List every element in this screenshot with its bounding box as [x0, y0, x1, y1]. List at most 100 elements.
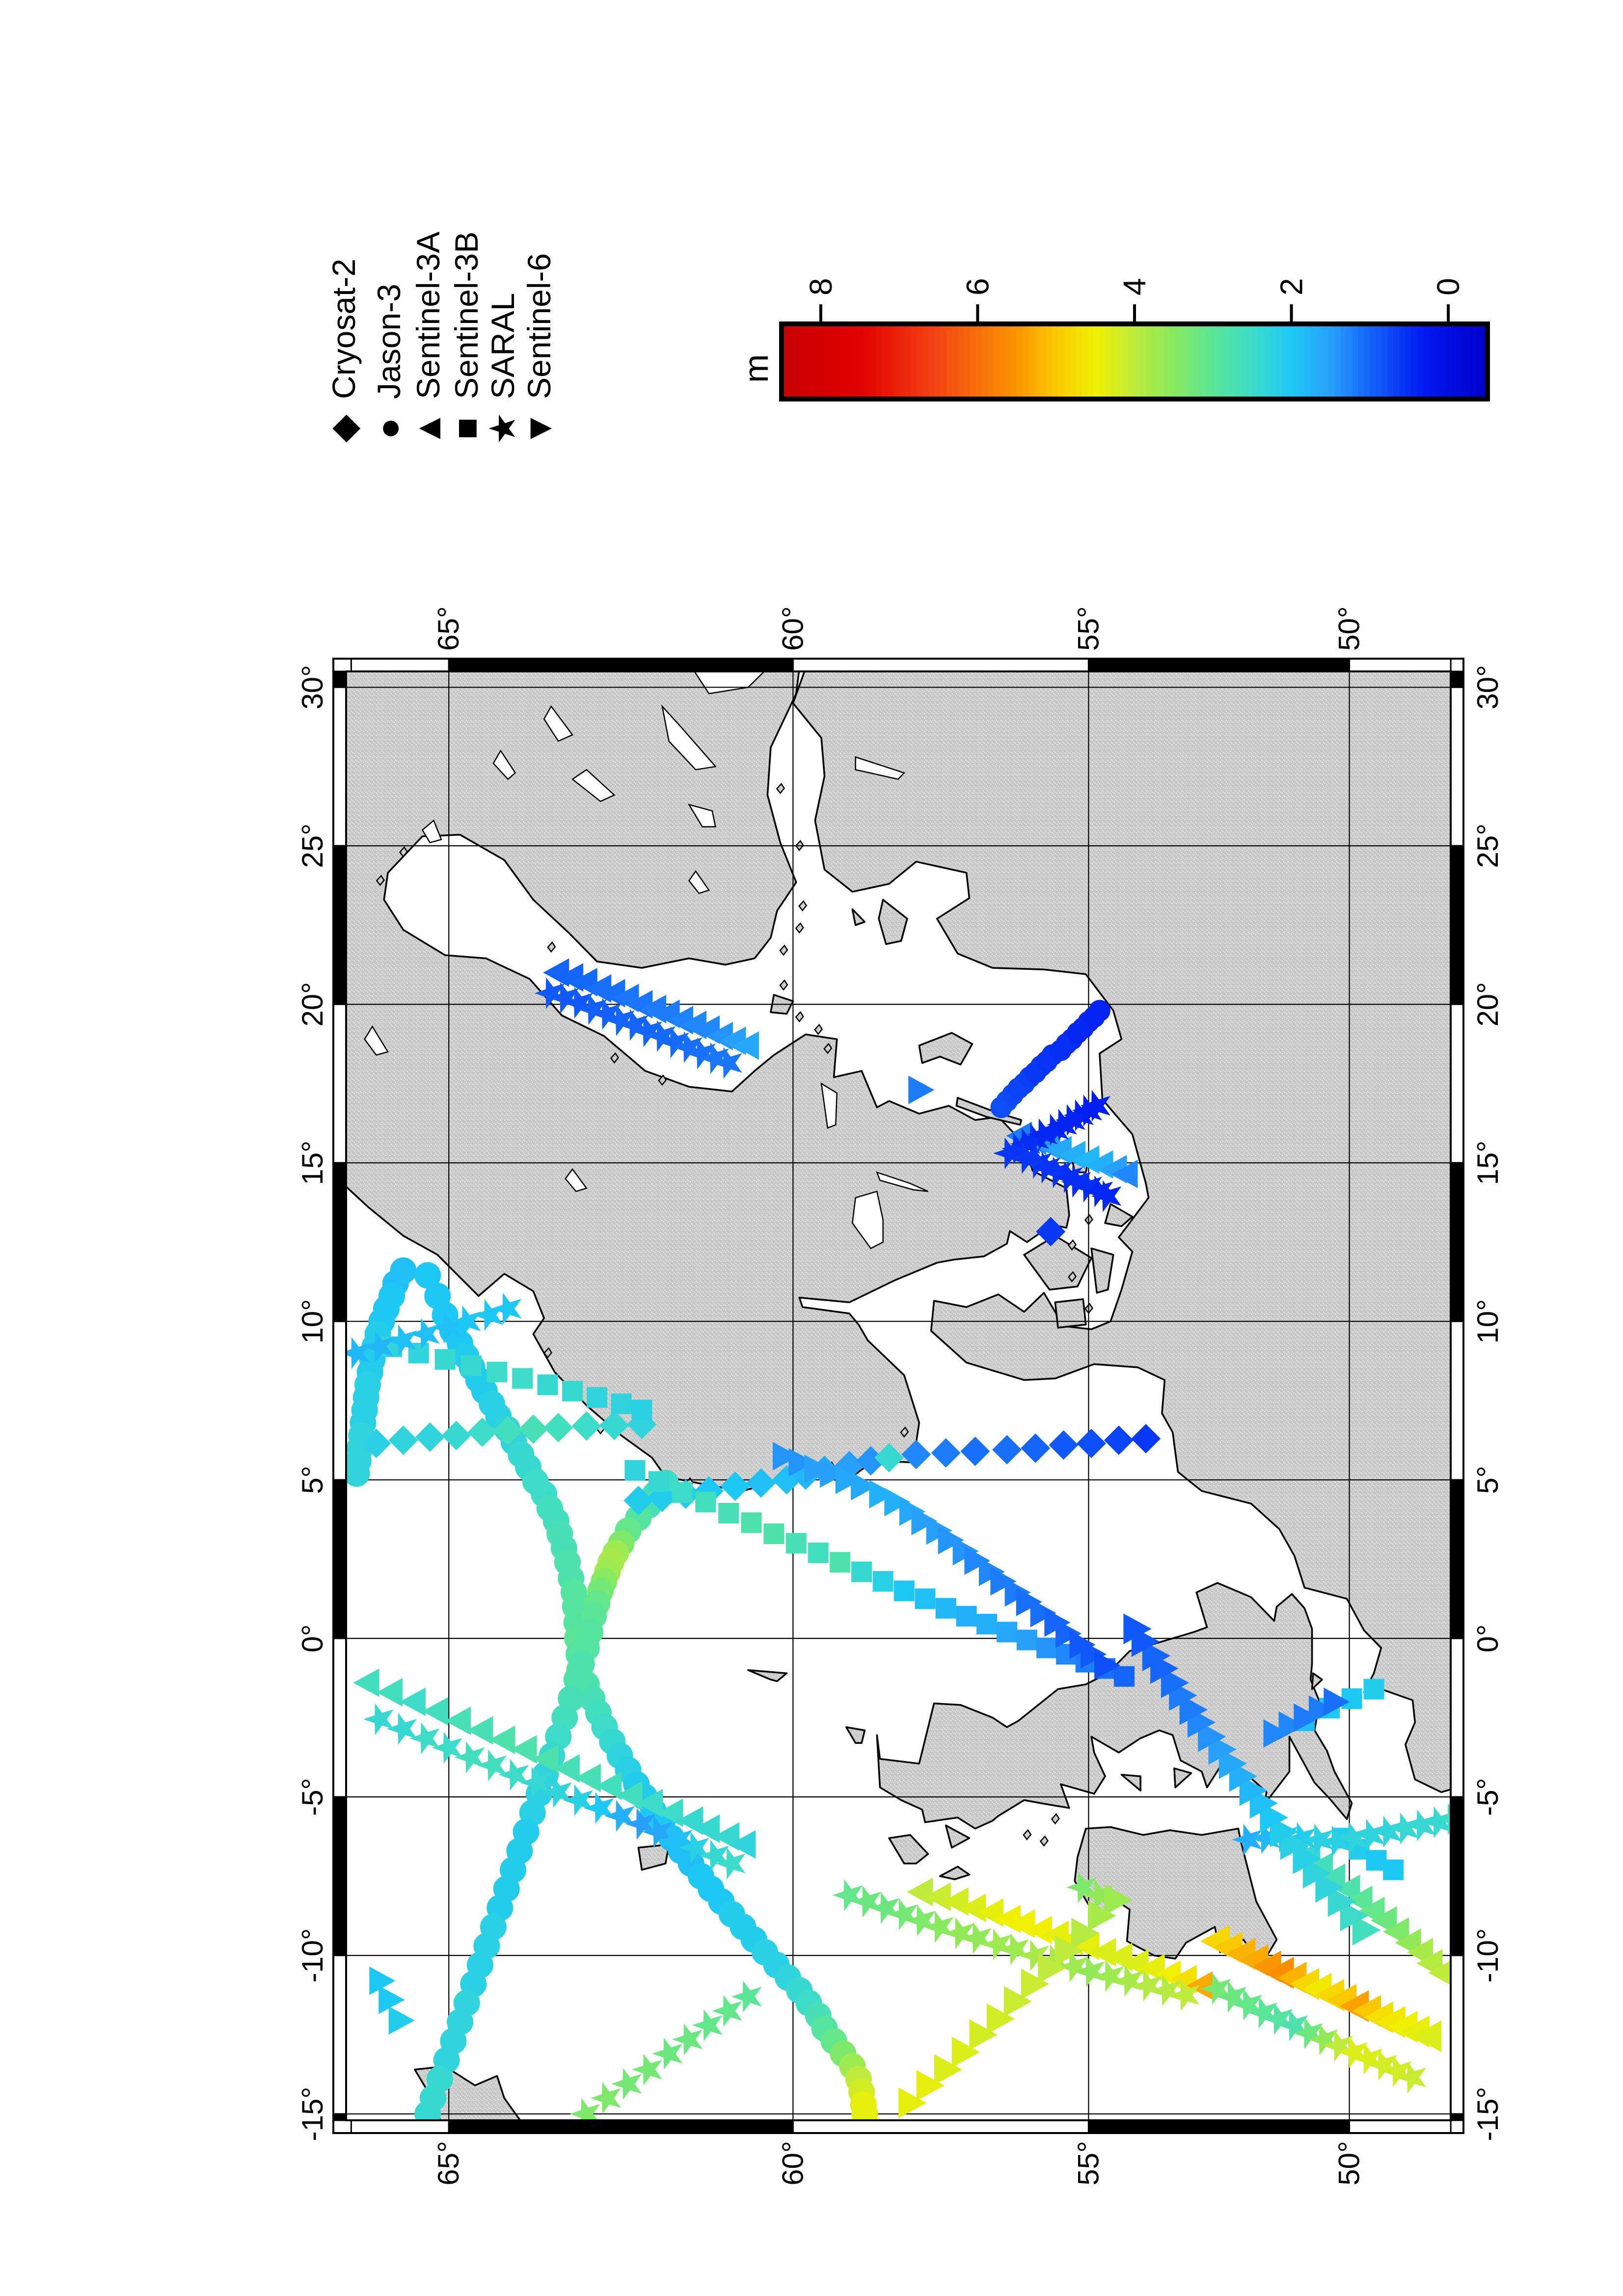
data-point — [1323, 2029, 1353, 2062]
data-point — [1150, 1974, 1181, 2006]
colorbar-gradient — [981, 324, 988, 399]
colorbar-gradient — [911, 324, 918, 399]
data-point — [1082, 1175, 1113, 1207]
track-sentinel-6-28 — [898, 1884, 1133, 2118]
data-point — [1262, 2003, 1293, 2035]
colorbar-gradient — [1293, 324, 1300, 399]
data-point — [632, 2054, 662, 2085]
colorbar-gradient — [1358, 324, 1365, 399]
colorbar-gradient — [1117, 324, 1124, 399]
data-point — [1327, 1886, 1356, 1917]
lon-tick-label: 25° — [1471, 824, 1504, 868]
track-cryosat-2-6 — [1036, 1217, 1066, 1247]
data-point — [1030, 1599, 1056, 1628]
colorbar-gradient — [1199, 324, 1206, 399]
data-point — [772, 1442, 799, 1470]
colorbar-gradient — [1381, 324, 1388, 399]
data-point — [414, 2101, 441, 2120]
colorbar-gradient — [1405, 324, 1412, 399]
track-saral-19 — [993, 1090, 1110, 1170]
data-point — [363, 1331, 394, 1363]
track-saral-18 — [534, 977, 742, 1079]
data-point — [1052, 1161, 1083, 1193]
data-point — [1072, 1095, 1102, 1126]
data-point — [884, 1488, 911, 1517]
track-sentinel-3b-14 — [624, 1460, 1135, 1687]
data-point — [1363, 1679, 1384, 1700]
colorbar-gradient — [1181, 324, 1188, 399]
data-point — [1055, 1935, 1083, 1966]
track-saral-17 — [346, 1293, 522, 1369]
lon-tick-label: 30° — [296, 665, 329, 710]
colorbar-gradient — [1246, 324, 1253, 399]
data-point — [599, 1411, 629, 1441]
data-point — [911, 1507, 938, 1536]
lake — [820, 1082, 838, 1129]
colorbar-gradient — [1082, 324, 1088, 399]
colorbar-gradient — [1440, 324, 1447, 399]
islet — [1023, 1829, 1032, 1841]
islet — [1067, 1271, 1077, 1282]
map-frame — [332, 658, 1464, 2134]
data-point — [571, 1411, 601, 1441]
colorbar-gradient — [1205, 324, 1212, 399]
star-icon: ★ — [482, 412, 523, 445]
colorbar-gradient — [999, 324, 1006, 399]
colorbar-gradient — [787, 324, 794, 399]
colorbar-gradient — [822, 324, 829, 399]
colorbar-gradient — [1252, 324, 1259, 399]
colorbar-gradient — [1452, 324, 1459, 399]
lake — [492, 749, 516, 780]
data-point — [1293, 2017, 1323, 2049]
data-point — [741, 1512, 762, 1533]
colorbar-gradient — [828, 324, 835, 399]
colorbar-gradient — [922, 324, 929, 399]
islet — [776, 782, 785, 795]
data-point — [369, 1966, 396, 1995]
colorbar-gradient — [811, 324, 817, 399]
track-sentinel-6-30 — [369, 1966, 415, 2035]
data-point — [388, 2006, 415, 2035]
data-point — [1080, 1090, 1110, 1122]
colorbar-gradient — [1146, 324, 1153, 399]
data-point — [1010, 1142, 1041, 1174]
colorbar-gradient — [834, 324, 841, 399]
islet — [1051, 1813, 1060, 1825]
colorbar-gradient — [1470, 324, 1477, 399]
legend-label: Sentinel-6 — [521, 253, 557, 399]
landmass — [1054, 1298, 1087, 1329]
lon-tick-label: -5° — [1471, 1778, 1504, 1815]
data-point — [386, 1712, 417, 1745]
data-point — [1232, 1824, 1262, 1856]
data-point — [569, 2098, 600, 2120]
colorbar-gradient — [1163, 324, 1170, 399]
track-saral-20 — [1010, 1142, 1122, 1212]
lon-tick-label: -5° — [296, 1778, 329, 1815]
colorbar-gradient — [1076, 324, 1082, 399]
data-point — [409, 1318, 440, 1350]
lon-tick-label: 10° — [1471, 1299, 1504, 1344]
data-point — [856, 1446, 886, 1476]
islet — [1039, 1835, 1049, 1847]
data-point — [956, 1605, 977, 1627]
data-point — [969, 2019, 998, 2050]
data-point — [1315, 1871, 1344, 1903]
colorbar-gradient — [1158, 324, 1164, 399]
colorbar-gradient — [1111, 324, 1118, 399]
legend-row-cryosat2: ◆ Cryosat-2 — [323, 259, 364, 458]
data-point — [851, 1561, 872, 1582]
data-point — [1038, 1114, 1069, 1146]
track-sentinel-3a-12 — [1200, 1925, 1442, 2053]
lon-tick-label: -10° — [1471, 1928, 1504, 1983]
data-point — [746, 1468, 776, 1498]
data-point — [1249, 1822, 1280, 1854]
data-point — [1352, 1915, 1381, 1946]
colorbar-gradient — [946, 324, 953, 399]
lake — [571, 769, 616, 802]
colorbar-gradient — [1211, 324, 1217, 399]
colorbar-gradient — [1328, 324, 1335, 399]
colorbar-tick-label: 6 — [960, 278, 995, 295]
data-point — [1278, 1711, 1305, 1740]
colorbar-gradient — [846, 324, 853, 399]
